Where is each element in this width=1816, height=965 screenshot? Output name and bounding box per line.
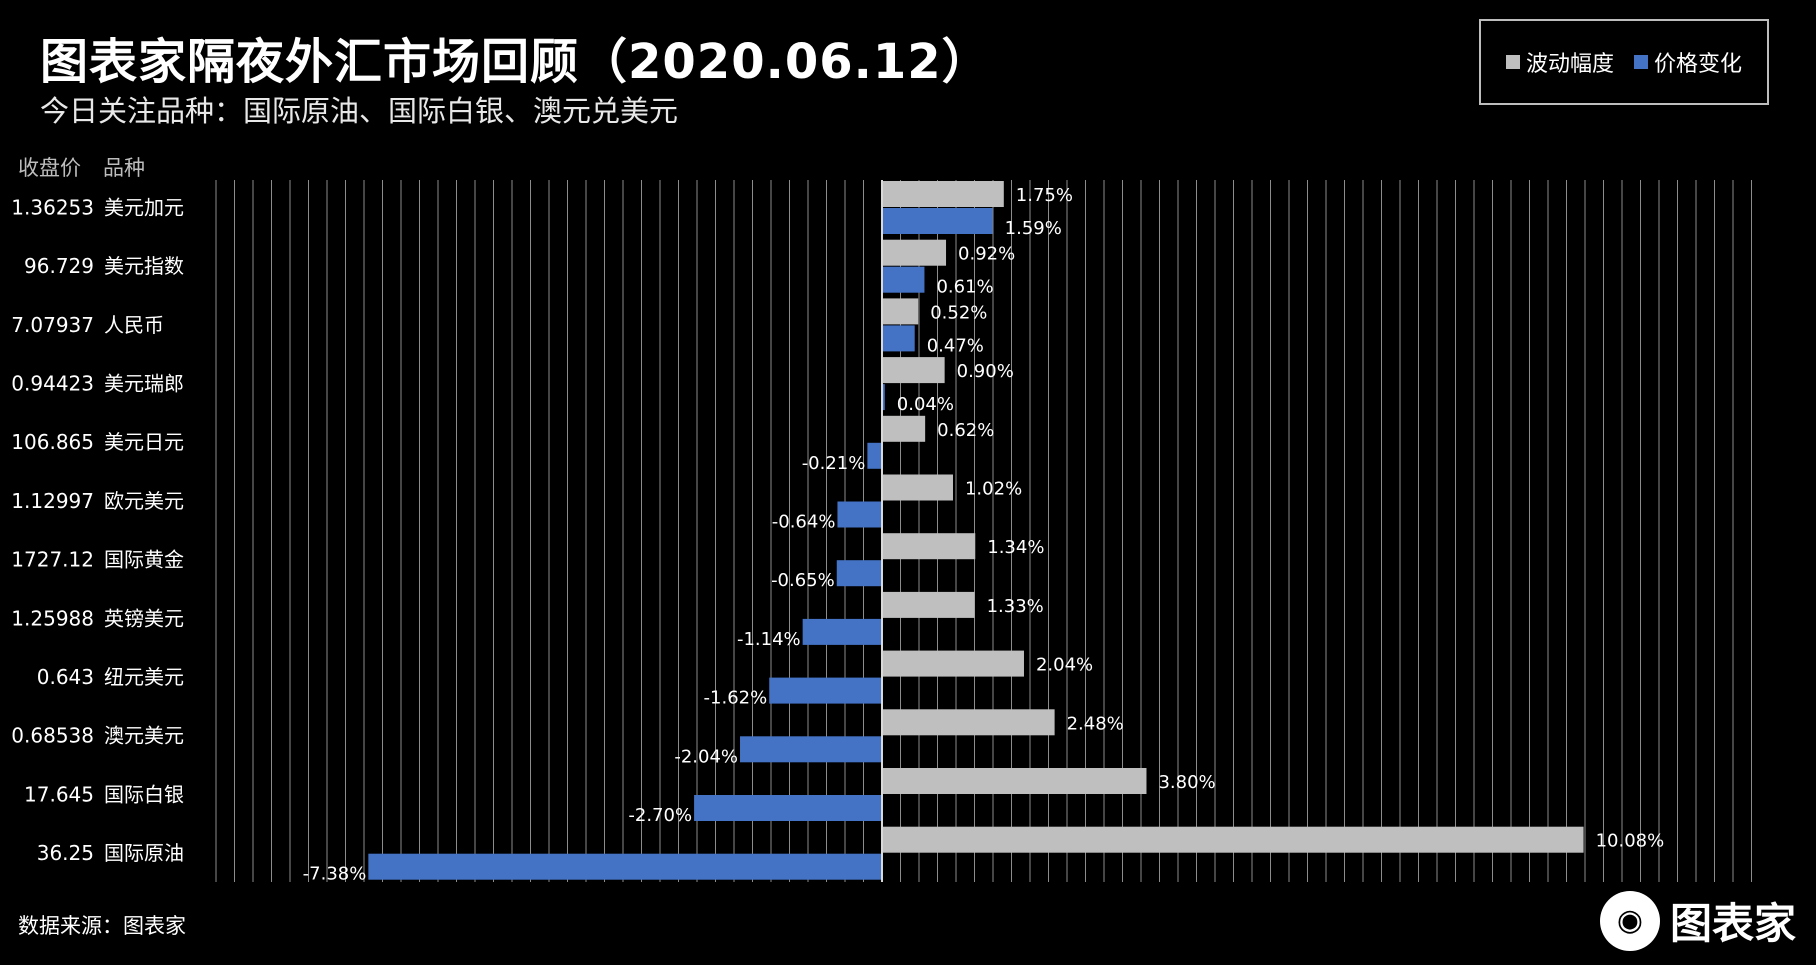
data-source: 数据来源：图表家 <box>18 914 186 938</box>
close-price-label: 1727.12 <box>11 548 94 572</box>
bar-change <box>882 266 925 293</box>
bar-change <box>740 736 882 763</box>
category-label: 国际白银 <box>104 782 184 806</box>
legend: 波动幅度 价格变化 <box>1479 19 1769 105</box>
close-price-label: 0.68538 <box>11 724 94 748</box>
data-label-volatility: 1.75% <box>1016 185 1073 206</box>
close-price-label: 17.645 <box>24 782 94 806</box>
bar-change <box>694 795 882 821</box>
close-price-label: 0.94423 <box>11 371 94 395</box>
data-label-change: 0.61% <box>936 277 993 298</box>
close-price-label: 0.643 <box>37 665 94 689</box>
bar-volatility <box>882 533 976 560</box>
data-label-change: -2.70% <box>628 805 692 826</box>
data-label-change: 0.47% <box>927 335 984 356</box>
data-label-volatility: 10.08% <box>1596 831 1665 852</box>
close-price-label: 1.36253 <box>11 195 94 219</box>
header-instrument: 品种 <box>103 156 145 180</box>
bar-change <box>882 384 885 411</box>
chart-subtitle: 今日关注品种：国际原油、国际白银、澳元兑美元 <box>40 94 679 128</box>
bar-volatility <box>882 591 975 618</box>
bar-volatility <box>882 474 953 501</box>
data-label-change: -7.38% <box>303 864 367 885</box>
bar-volatility <box>882 239 947 266</box>
bar-change <box>882 208 993 234</box>
legend-item-volatility: 波动幅度 <box>1505 46 1614 78</box>
category-label: 美元加元 <box>104 195 184 219</box>
data-label-change: 0.04% <box>897 394 954 415</box>
close-price-label: 96.729 <box>24 254 94 278</box>
bar-volatility <box>882 415 926 442</box>
category-label: 美元日元 <box>104 430 184 454</box>
data-label-change: -0.65% <box>771 570 835 591</box>
bar-volatility <box>882 650 1024 677</box>
category-label: 欧元美元 <box>104 489 184 513</box>
bar-change <box>837 501 882 528</box>
header-close-price: 收盘价 <box>18 156 81 180</box>
bar-change <box>867 442 882 469</box>
bar-volatility <box>882 709 1055 736</box>
close-price-label: 1.12997 <box>11 489 94 513</box>
data-label-change: -1.62% <box>704 688 768 709</box>
category-label: 美元瑞郎 <box>104 371 184 395</box>
bar-change <box>368 853 882 880</box>
logo-icon: ◉ <box>1600 890 1660 951</box>
data-label-volatility: 0.90% <box>957 361 1014 382</box>
data-label-change: 1.59% <box>1005 218 1062 239</box>
bar-volatility <box>882 357 945 384</box>
bar-change <box>882 325 915 352</box>
data-label-change: -2.04% <box>674 746 738 767</box>
category-label: 美元指数 <box>104 254 184 278</box>
data-label-change: -0.64% <box>772 512 836 533</box>
data-label-volatility: 1.34% <box>987 537 1044 558</box>
data-label-volatility: 0.62% <box>937 420 994 441</box>
legend-label-change: 价格变化 <box>1654 52 1743 77</box>
category-label: 人民币 <box>104 313 164 337</box>
legend-swatch-change <box>1634 55 1648 69</box>
bar-change <box>769 677 882 704</box>
bar-volatility <box>882 298 919 325</box>
category-label: 国际原油 <box>104 841 184 865</box>
bar-change <box>836 560 882 587</box>
data-label-volatility: 1.02% <box>965 479 1022 500</box>
data-label-change: -0.21% <box>802 453 866 474</box>
data-label-change: -1.14% <box>737 629 801 650</box>
close-price-label: 106.865 <box>11 430 94 454</box>
close-price-label: 36.25 <box>37 841 94 865</box>
category-label: 澳元美元 <box>104 724 184 748</box>
data-label-volatility: 1.33% <box>987 596 1044 617</box>
brand-logo: ◉ 图表家 <box>1600 890 1796 951</box>
bar-volatility <box>882 181 1004 207</box>
legend-item-change: 价格变化 <box>1634 46 1742 78</box>
chart-title: 图表家隔夜外汇市场回顾（2020.06.12） <box>40 34 991 90</box>
data-label-volatility: 0.92% <box>958 244 1015 265</box>
legend-label-volatility: 波动幅度 <box>1525 52 1614 77</box>
category-label: 英镑美元 <box>104 606 184 630</box>
close-price-label: 1.25988 <box>11 606 94 630</box>
data-label-volatility: 0.52% <box>930 302 987 323</box>
category-label: 国际黄金 <box>104 548 184 572</box>
data-label-volatility: 2.04% <box>1036 655 1093 676</box>
bar-volatility <box>882 826 1584 853</box>
legend-swatch-volatility <box>1505 55 1520 69</box>
logo-text: 图表家 <box>1670 899 1797 948</box>
bar-volatility <box>882 768 1147 794</box>
bar-change <box>802 618 882 645</box>
close-price-label: 7.07937 <box>11 313 94 337</box>
data-label-volatility: 3.80% <box>1158 772 1215 793</box>
data-label-volatility: 2.48% <box>1067 713 1124 734</box>
category-label: 纽元美元 <box>104 665 184 689</box>
